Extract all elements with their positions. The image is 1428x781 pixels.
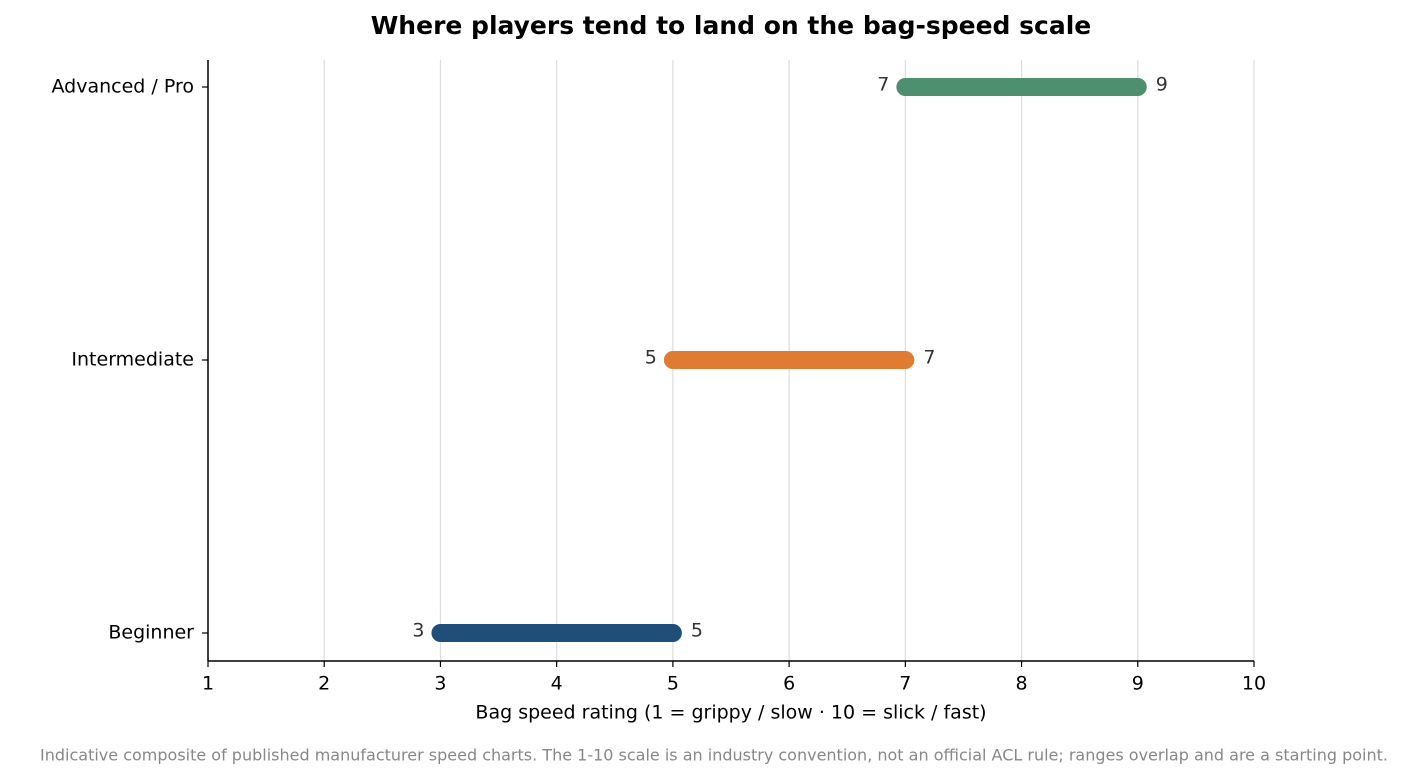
x-tick-label: 2 xyxy=(318,673,330,695)
x-tick-label: 9 xyxy=(1132,673,1144,695)
x-tick-label: 3 xyxy=(434,673,446,695)
x-axis-label: Bag speed rating (1 = grippy / slow · 10… xyxy=(475,702,986,724)
y-tick-label: Intermediate xyxy=(71,349,194,371)
plot xyxy=(431,78,1147,642)
low-label: 5 xyxy=(645,347,657,369)
y-tick-label: Advanced / Pro xyxy=(52,76,194,98)
footnote: Indicative composite of published manufa… xyxy=(40,746,1388,765)
chart-title: Where players tend to land on the bag-sp… xyxy=(371,11,1092,40)
high-label: 5 xyxy=(691,620,703,642)
x-tick-label: 6 xyxy=(783,673,795,695)
x-tick-label: 10 xyxy=(1242,673,1266,695)
x-tick-label: 5 xyxy=(667,673,679,695)
high-label: 9 xyxy=(1156,74,1168,96)
high-label: 7 xyxy=(923,347,935,369)
x-tick-label: 7 xyxy=(899,673,911,695)
x-tick-label: 8 xyxy=(1016,673,1028,695)
y-tick-label: Beginner xyxy=(108,622,194,644)
x-tick-label: 1 xyxy=(202,673,214,695)
low-label: 3 xyxy=(412,620,424,642)
low-label: 7 xyxy=(877,74,889,96)
x-tick-label: 4 xyxy=(551,673,563,695)
